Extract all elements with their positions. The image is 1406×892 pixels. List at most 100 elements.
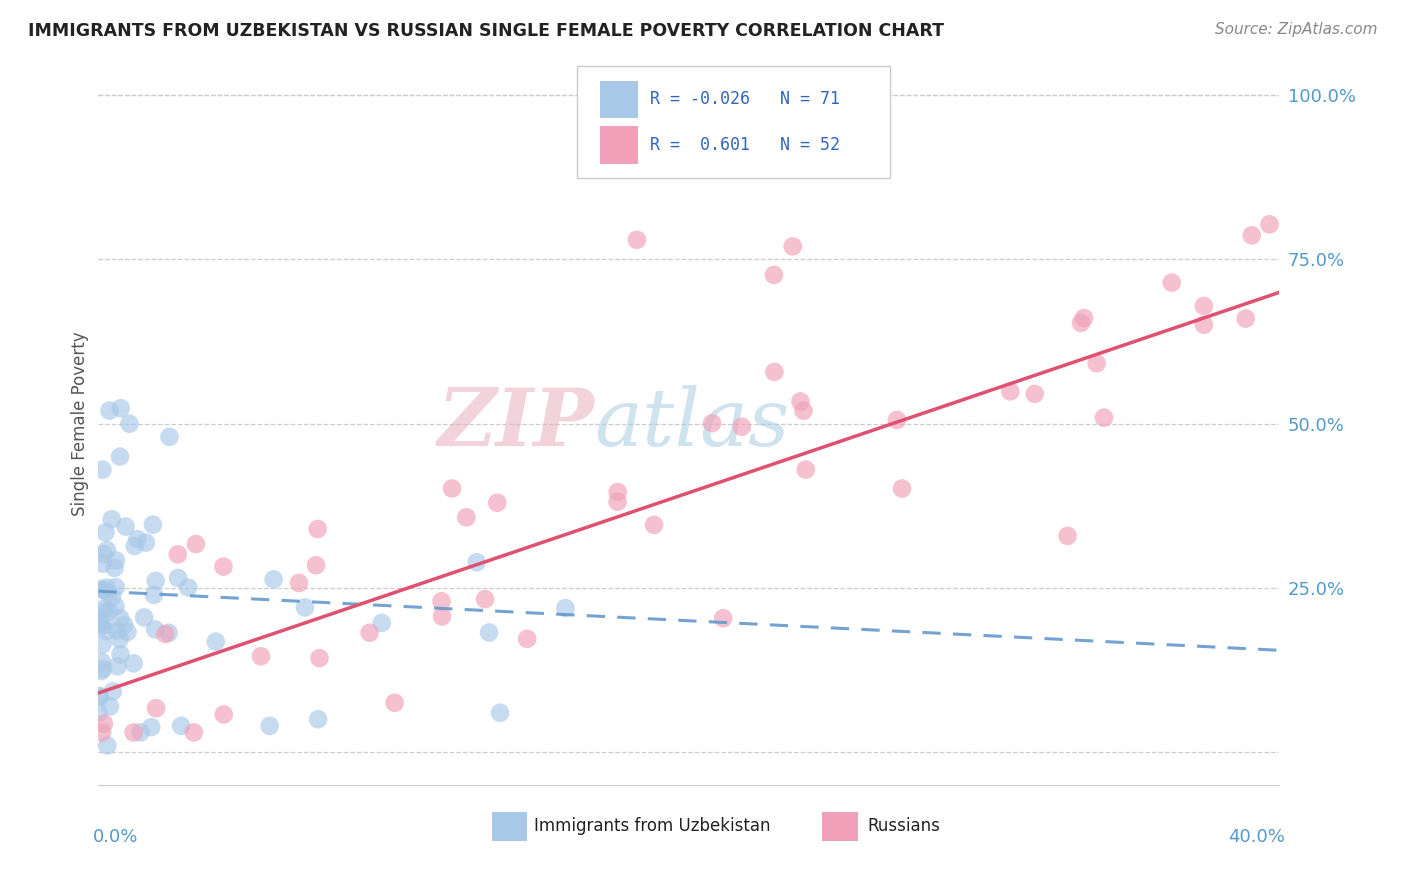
Point — [101, 512, 124, 526]
Point — [606, 494, 628, 508]
Point — [108, 632, 131, 647]
Point — [516, 632, 538, 646]
Point — [155, 627, 177, 641]
Point — [91, 605, 114, 619]
Point — [474, 592, 496, 607]
Point — [96, 581, 118, 595]
Text: ZIP: ZIP — [437, 385, 595, 462]
Point — [606, 485, 628, 500]
Text: Russians: Russians — [868, 817, 941, 835]
Point — [103, 561, 125, 575]
Point — [1240, 228, 1263, 243]
Point — [643, 517, 665, 532]
Point — [711, 611, 734, 625]
Point — [1192, 299, 1215, 313]
Point — [93, 601, 115, 615]
Point — [307, 712, 329, 726]
Point — [486, 496, 509, 510]
Point — [98, 699, 121, 714]
Point — [90, 664, 112, 678]
Point — [127, 532, 149, 546]
Point — [98, 604, 121, 618]
Point — [108, 611, 131, 625]
Point — [93, 716, 115, 731]
Point — [96, 585, 118, 599]
Point — [145, 701, 167, 715]
Text: Immigrants from Uzbekistan: Immigrants from Uzbekistan — [534, 817, 770, 835]
Point — [110, 647, 132, 661]
Point — [384, 696, 406, 710]
Point — [259, 719, 281, 733]
Point — [157, 625, 180, 640]
Point — [441, 482, 464, 496]
Point — [110, 401, 132, 416]
Point — [101, 591, 124, 605]
Text: 0.0%: 0.0% — [93, 829, 138, 847]
Point — [204, 634, 226, 648]
Point — [478, 625, 501, 640]
Point — [430, 594, 453, 608]
Point — [129, 725, 152, 739]
Text: IMMIGRANTS FROM UZBEKISTAN VS RUSSIAN SINGLE FEMALE POVERTY CORRELATION CHART: IMMIGRANTS FROM UZBEKISTAN VS RUSSIAN SI… — [28, 22, 943, 40]
Point — [430, 609, 453, 624]
Point — [305, 558, 328, 573]
Point — [89, 689, 111, 703]
Text: R = -0.026   N = 71: R = -0.026 N = 71 — [650, 90, 839, 108]
Point — [250, 649, 273, 664]
Point — [93, 547, 115, 561]
Point — [167, 571, 190, 585]
Text: Source: ZipAtlas.com: Source: ZipAtlas.com — [1215, 22, 1378, 37]
Point — [307, 522, 329, 536]
Point — [104, 553, 127, 567]
FancyBboxPatch shape — [600, 126, 638, 163]
Point — [288, 576, 311, 591]
Point — [124, 539, 146, 553]
Point — [1056, 529, 1078, 543]
Point — [122, 725, 145, 739]
Point — [359, 625, 381, 640]
Point — [118, 417, 141, 431]
Point — [782, 239, 804, 253]
Point — [626, 233, 648, 247]
Point — [114, 519, 136, 533]
Point — [142, 517, 165, 532]
FancyBboxPatch shape — [576, 66, 890, 178]
Point — [184, 537, 207, 551]
Y-axis label: Single Female Poverty: Single Female Poverty — [70, 332, 89, 516]
Point — [145, 574, 167, 588]
Point — [96, 543, 118, 558]
Point — [89, 690, 111, 704]
Point — [112, 618, 135, 632]
Point — [135, 535, 157, 549]
Point — [294, 600, 316, 615]
Point — [134, 610, 156, 624]
Point — [1070, 316, 1092, 330]
Point — [91, 557, 114, 571]
Point — [142, 588, 165, 602]
Point — [456, 510, 478, 524]
Point — [93, 583, 115, 598]
Point — [104, 599, 127, 614]
Point — [792, 403, 814, 417]
Point — [371, 615, 394, 630]
Point — [731, 419, 754, 434]
Point — [91, 725, 114, 739]
Point — [159, 430, 181, 444]
Point — [94, 525, 117, 540]
Point — [890, 482, 912, 496]
Point — [1160, 276, 1182, 290]
Point — [177, 581, 200, 595]
Point — [170, 719, 193, 733]
Point — [91, 617, 114, 632]
Point — [90, 619, 112, 633]
Point — [107, 659, 129, 673]
Point — [763, 365, 786, 379]
Point — [1073, 311, 1095, 326]
Point — [143, 623, 166, 637]
Point — [789, 394, 811, 409]
Point — [141, 720, 163, 734]
Point — [554, 601, 576, 615]
Point — [489, 706, 512, 720]
Point — [122, 657, 145, 671]
Point — [104, 580, 127, 594]
